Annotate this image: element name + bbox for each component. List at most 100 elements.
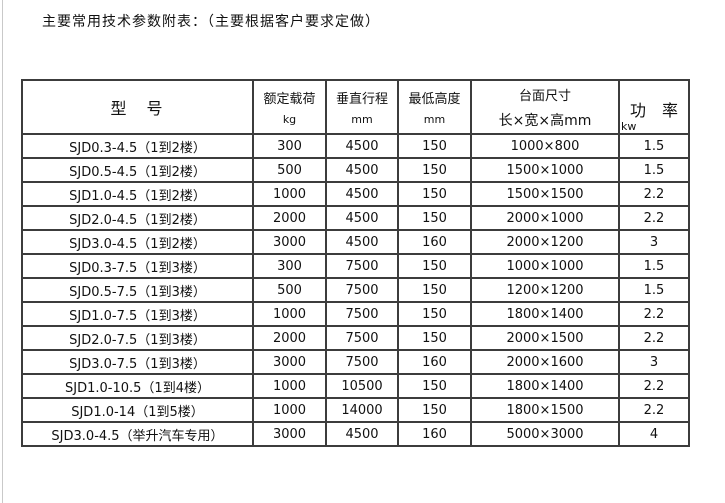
table-row: SJD3.0-4.5（举升汽车专用） 3000 4500 160 5000×3000 4 bbox=[21, 421, 690, 447]
table-cell: 14000 bbox=[325, 397, 399, 423]
table-cell: 4500 bbox=[325, 181, 399, 207]
table-cell: SJD2.0-7.5（1到3楼） bbox=[21, 325, 254, 351]
table-cell: 300 bbox=[252, 253, 327, 279]
table-row: SJD0.5-7.5（1到3楼） 500 7500 150 1200×1200 1.5 bbox=[21, 277, 690, 303]
header-min-height-label: 最低高度 bbox=[408, 92, 461, 107]
table-cell: 4500 bbox=[325, 421, 399, 447]
table-cell: 1.5 bbox=[618, 133, 690, 159]
page-title: 主要常用技术参数附表：（主要根据客户要求定做） bbox=[42, 14, 380, 30]
table-row: SJD2.0-7.5（1到3楼） 2000 7500 150 2000×1500 2.2 bbox=[21, 325, 690, 351]
table-cell: 1.5 bbox=[618, 253, 690, 279]
table-cell: 7500 bbox=[325, 301, 399, 327]
table-cell: 2000×1500 bbox=[470, 325, 620, 351]
table-cell: SJD0.3-4.5（1到2楼） bbox=[21, 133, 254, 159]
table-cell: 1000×1000 bbox=[470, 253, 620, 279]
table-cell: 4500 bbox=[325, 229, 399, 255]
table-cell: SJD1.0-10.5（1到4楼） bbox=[21, 373, 254, 399]
table-cell: 150 bbox=[397, 277, 472, 303]
table-cell: 1000 bbox=[252, 397, 327, 423]
header-rated-load: 额定载荷 kg bbox=[252, 79, 327, 135]
table-cell: 1200×1200 bbox=[470, 277, 620, 303]
table-cell: 2.2 bbox=[618, 181, 690, 207]
table-cell: 150 bbox=[397, 301, 472, 327]
spec-table: 型 号 额定载荷 kg 垂直行程 mm 最低高度 mm 台面尺寸 长×宽×高mm bbox=[21, 79, 690, 447]
table-cell: 2000×1200 bbox=[470, 229, 620, 255]
header-rated-load-unit: kg bbox=[282, 113, 297, 126]
table-cell: SJD0.3-7.5（1到3楼） bbox=[21, 253, 254, 279]
table-cell: 1500×1000 bbox=[470, 157, 620, 183]
table-cell: 1500×1500 bbox=[470, 181, 620, 207]
table-header: 型 号 额定载荷 kg 垂直行程 mm 最低高度 mm 台面尺寸 长×宽×高mm bbox=[21, 79, 690, 135]
table-cell: 2000 bbox=[252, 325, 327, 351]
table-cell: 3000 bbox=[252, 421, 327, 447]
table-cell: 7500 bbox=[325, 277, 399, 303]
table-cell: 3 bbox=[618, 229, 690, 255]
table-cell: 500 bbox=[252, 277, 327, 303]
table-cell: 5000×3000 bbox=[470, 421, 620, 447]
table-cell: 3 bbox=[618, 349, 690, 375]
table-cell: SJD1.0-7.5（1到3楼） bbox=[21, 301, 254, 327]
table-row: SJD3.0-4.5（1到2楼） 3000 4500 160 2000×1200 3 bbox=[21, 229, 690, 255]
table-row: SJD1.0-4.5（1到2楼） 1000 4500 150 1500×1500 2.2 bbox=[21, 181, 690, 207]
table-cell: SJD0.5-4.5（1到2楼） bbox=[21, 157, 254, 183]
header-vertical-travel: 垂直行程 mm bbox=[325, 79, 399, 135]
table-cell: 2000 bbox=[252, 205, 327, 231]
header-min-height-unit: mm bbox=[423, 113, 446, 126]
table-cell: 160 bbox=[397, 349, 472, 375]
table-cell: 2.2 bbox=[618, 205, 690, 231]
table-cell: SJD3.0-4.5（举升汽车专用） bbox=[21, 421, 254, 447]
table-row: SJD0.3-4.5（1到2楼） 300 4500 150 1000×800 1.5 bbox=[21, 133, 690, 159]
table-header-row: 型 号 额定载荷 kg 垂直行程 mm 最低高度 mm 台面尺寸 长×宽×高mm bbox=[21, 79, 690, 135]
table-cell: 4 bbox=[618, 421, 690, 447]
table-cell: 3000 bbox=[252, 229, 327, 255]
table-cell: 10500 bbox=[325, 373, 399, 399]
table-cell: SJD3.0-4.5（1到2楼） bbox=[21, 229, 254, 255]
table-cell: 150 bbox=[397, 157, 472, 183]
header-vertical-travel-label: 垂直行程 bbox=[335, 92, 388, 107]
table-cell: 160 bbox=[397, 421, 472, 447]
table-cell: 7500 bbox=[325, 349, 399, 375]
table-cell: 2000×1000 bbox=[470, 205, 620, 231]
header-rated-load-label: 额定载荷 bbox=[263, 92, 316, 107]
table-cell: SJD1.0-4.5（1到2楼） bbox=[21, 181, 254, 207]
table-cell: 1.5 bbox=[618, 277, 690, 303]
table-cell: 1000 bbox=[252, 181, 327, 207]
header-vertical-travel-unit: mm bbox=[351, 113, 373, 126]
table-cell: 2.2 bbox=[618, 373, 690, 399]
table-cell: 150 bbox=[397, 205, 472, 231]
table-cell: 150 bbox=[397, 373, 472, 399]
table-cell: 1800×1400 bbox=[470, 301, 620, 327]
page-left-border-line bbox=[2, 0, 3, 503]
table-cell: 150 bbox=[397, 133, 472, 159]
table-row: SJD3.0-7.5（1到3楼） 3000 7500 160 2000×1600 3 bbox=[21, 349, 690, 375]
table-cell: 300 bbox=[252, 133, 327, 159]
table-cell: SJD0.5-7.5（1到3楼） bbox=[21, 277, 254, 303]
table-cell: 2000×1600 bbox=[470, 349, 620, 375]
table-cell: 1800×1500 bbox=[470, 397, 620, 423]
table-cell: 1000×800 bbox=[470, 133, 620, 159]
table-cell: 150 bbox=[397, 181, 472, 207]
header-platform-size-sub-label: 长×宽×高mm bbox=[498, 112, 592, 129]
header-power-label: 功 率 bbox=[629, 101, 678, 120]
header-model-label: 型 号 bbox=[110, 99, 165, 118]
table-row: SJD0.5-4.5（1到2楼） 500 4500 150 1500×1000 1.5 bbox=[21, 157, 690, 183]
table-cell: 4500 bbox=[325, 133, 399, 159]
table-row: SJD2.0-4.5（1到2楼） 2000 4500 150 2000×1000 2.2 bbox=[21, 205, 690, 231]
table-cell: 2.2 bbox=[618, 301, 690, 327]
table-cell: 1000 bbox=[252, 373, 327, 399]
table-cell: 150 bbox=[397, 253, 472, 279]
table-cell: 160 bbox=[397, 229, 472, 255]
table-cell: 2.2 bbox=[618, 325, 690, 351]
header-platform-size: 台面尺寸 长×宽×高mm bbox=[470, 79, 620, 135]
table-row: SJD1.0-7.5（1到3楼） 1000 7500 150 1800×1400 2.2 bbox=[21, 301, 690, 327]
table-cell: 150 bbox=[397, 397, 472, 423]
table-cell: 1800×1400 bbox=[470, 373, 620, 399]
table-row: SJD1.0-10.5（1到4楼） 1000 10500 150 1800×1400 2.… bbox=[21, 373, 690, 399]
header-platform-size-label: 台面尺寸 bbox=[518, 88, 571, 104]
table-cell: 1.5 bbox=[618, 157, 690, 183]
table-cell: 7500 bbox=[325, 253, 399, 279]
table-cell: 4500 bbox=[325, 157, 399, 183]
table-cell: 150 bbox=[397, 325, 472, 351]
table-cell: SJD2.0-4.5（1到2楼） bbox=[21, 205, 254, 231]
